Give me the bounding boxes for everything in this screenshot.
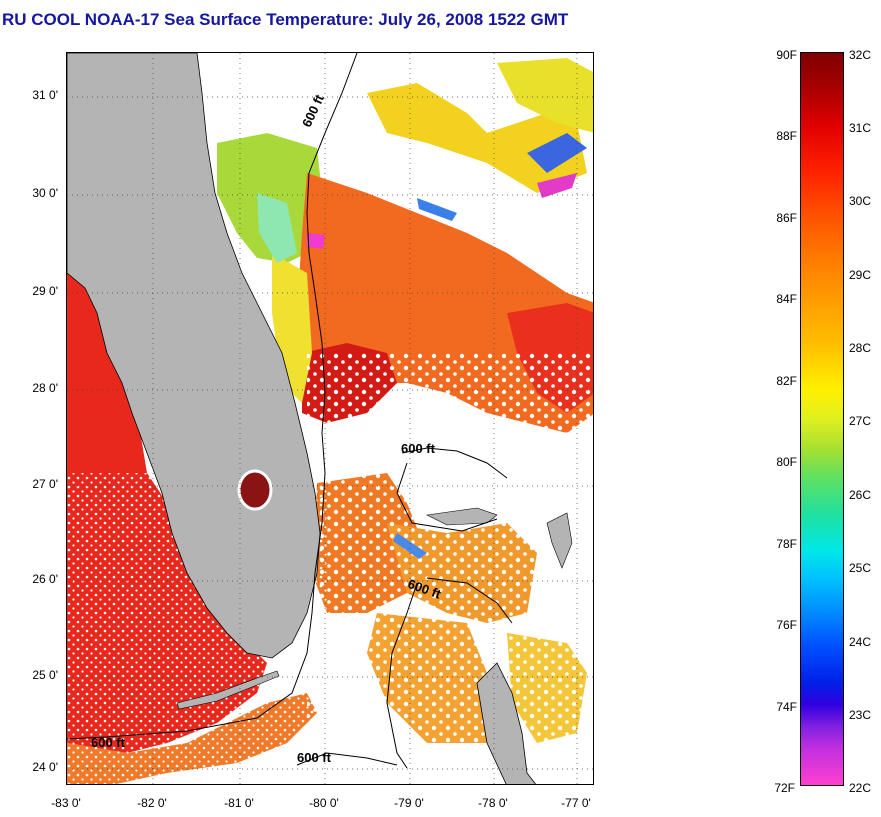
land [67, 53, 573, 784]
lat-label-28: 28 0' [32, 381, 58, 395]
cb-c-31: 31C [849, 121, 872, 135]
isobath-600ft-tongue-east [426, 577, 513, 624]
lat-label-29: 29 0' [32, 284, 58, 298]
sst-patch-north-yellow [367, 83, 587, 193]
chart-title: RU COOL NOAA-17 Sea Surface Temperature:… [2, 10, 569, 29]
cb-f-82: 82F [776, 374, 797, 388]
cb-f-80: 80F [776, 455, 797, 469]
sst-streak-magenta-2 [307, 233, 325, 249]
grand-bahama-island [426, 507, 498, 526]
sst-streak-blue-2 [417, 198, 457, 221]
cb-f-84: 84F [776, 292, 797, 306]
contour-label-south: 600 ft [297, 750, 331, 765]
sst-patch-cyan [257, 193, 297, 263]
contour-label-bahamas: 600 ft [401, 441, 435, 456]
cb-c-30: 30C [849, 194, 872, 208]
isobath-600ft-atlantic [67, 53, 358, 740]
lat-label-30: 30 0' [32, 186, 58, 200]
isobath-600ft-tongue [386, 582, 418, 769]
sst-streak-blue-1 [527, 133, 587, 173]
cb-c-25: 25C [849, 561, 872, 575]
cb-f-78: 78F [776, 537, 797, 551]
sst-map: 600 ft 600 ft 600 ft 600 ft 600 ft [66, 52, 594, 785]
lon-label-80: -80 0' [309, 796, 339, 810]
cb-f-90: 90F [776, 48, 797, 62]
lake-okeechobee [237, 469, 273, 511]
temperature-colorbar [800, 52, 844, 786]
cb-c-27: 27C [849, 414, 872, 428]
sst-streak-blue-3 [393, 533, 427, 559]
lon-label-81: -81 0' [224, 796, 254, 810]
cb-c-23: 23C [849, 708, 872, 722]
lon-label-79: -79 0' [394, 796, 424, 810]
isobath-600ft-bahamas-loop [396, 462, 498, 532]
cb-c-28: 28C [849, 341, 872, 355]
andros-island [476, 662, 536, 784]
cb-c-24: 24C [849, 635, 872, 649]
lon-label-83: -83 0' [51, 796, 81, 810]
lon-label-82: -82 0' [137, 796, 167, 810]
isobath-contours [67, 53, 513, 769]
cb-f-86: 86F [776, 211, 797, 225]
florida-keys [176, 670, 280, 710]
contour-label-gulf: 600 ft [91, 735, 125, 750]
lon-label-78: -78 0' [478, 796, 508, 810]
lat-label-25: 25 0' [32, 668, 58, 682]
cb-c-26: 26C [849, 488, 872, 502]
isobath-600ft-south [296, 752, 398, 766]
lat-label-24: 24 0' [32, 760, 58, 774]
abaco-island [546, 512, 573, 569]
graticule [67, 53, 593, 784]
cb-f-76: 76F [776, 618, 797, 632]
cb-f-72: 72F [774, 781, 795, 795]
lat-label-26: 26 0' [32, 572, 58, 586]
cb-c-32: 32C [849, 48, 872, 62]
lon-label-77: -77 0' [561, 796, 591, 810]
sst-patch-northeast-yellow [497, 58, 593, 133]
sst-map-canvas [67, 53, 593, 784]
lat-label-31: 31 0' [32, 88, 58, 102]
cb-f-88: 88F [776, 129, 797, 143]
cb-c-29: 29C [849, 268, 872, 282]
lat-label-27: 27 0' [32, 477, 58, 491]
cb-f-74: 74F [776, 700, 797, 714]
cloud-speckle-overlay-2 [307, 353, 593, 784]
isobath-600ft-bahamas-north [401, 447, 508, 479]
cb-c-22: 22C [849, 781, 872, 795]
sst-streak-magenta-1 [537, 173, 577, 198]
